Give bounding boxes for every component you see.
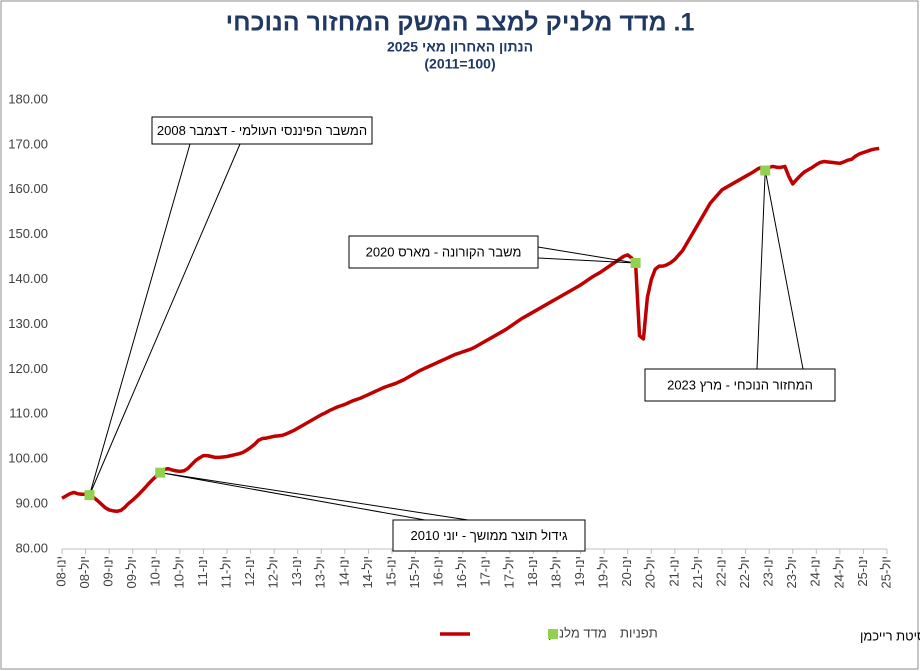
y-tick-label: 170.00 xyxy=(8,136,48,151)
y-tick-label: 160.00 xyxy=(8,181,48,196)
turning-point xyxy=(630,257,641,268)
x-tick-label: ינו-23 xyxy=(761,556,776,587)
x-tick-label: ינו-08 xyxy=(53,556,68,587)
callout-box xyxy=(392,519,586,552)
x-tick-label: ינו-15 xyxy=(383,556,398,587)
y-tick-label: 130.00 xyxy=(8,316,48,331)
x-tick-label: יול-08 xyxy=(77,556,92,588)
legend-label: מדד מלניק xyxy=(548,625,607,640)
x-tick-label: ינו-25 xyxy=(855,556,870,587)
x-tick-label: יול-13 xyxy=(313,556,328,588)
y-tick-label: 110.00 xyxy=(9,406,48,421)
x-tick-label: יול-23 xyxy=(784,556,799,588)
data-line xyxy=(61,146,880,514)
y-tick-label: 150.00 xyxy=(8,226,48,241)
x-tick-label: יול-19 xyxy=(596,556,611,588)
callout-text: משבר הקורונה - מארס 2020 xyxy=(366,244,522,259)
x-tick-label: ינו-14 xyxy=(336,556,351,587)
chart-title: 1. מדד מלניק למצב המשק המחזור הנוכחי xyxy=(226,9,695,37)
y-tick-label: 180.00 xyxy=(8,91,48,106)
x-tick-label: יול-18 xyxy=(548,556,563,588)
chart-subtitle: הנתון האחרון מאי 2025 xyxy=(387,39,533,55)
legend-label: תפניות xyxy=(620,625,658,640)
x-tick-label: יול-21 xyxy=(690,556,705,588)
x-tick-label: ינו-24 xyxy=(808,556,823,587)
turning-point xyxy=(155,467,166,478)
x-tick-label: ינו-22 xyxy=(713,556,728,587)
x-tick-label: ינו-20 xyxy=(619,556,634,587)
y-tick-label: 100.00 xyxy=(8,451,48,466)
x-tick-label: יול-16 xyxy=(454,556,469,588)
callout-box xyxy=(644,368,836,402)
y-tick-label: 90.00 xyxy=(15,496,48,511)
callout-box xyxy=(348,235,539,269)
x-tick-label: ינו-19 xyxy=(572,556,587,587)
x-tick-label: ינו-12 xyxy=(242,556,257,587)
x-tick-label: ינו-16 xyxy=(431,556,446,587)
x-tick-label: ינו-18 xyxy=(525,556,540,587)
x-tick-label: יול-15 xyxy=(407,556,422,588)
x-tick-label: ינו-13 xyxy=(289,556,304,587)
callout-text: המחזור הנוכחי - מרץ 2023 xyxy=(667,377,813,392)
legend-swatch xyxy=(548,629,558,639)
x-tick-label: יול-20 xyxy=(643,556,658,588)
x-tick-label: ינו-10 xyxy=(148,556,163,587)
turning-point xyxy=(760,165,771,176)
x-tick-label: יול-12 xyxy=(266,556,281,588)
callout-text: גידול תוצר ממושך - יוני 2010 xyxy=(411,528,568,543)
x-tick-label: ינו-17 xyxy=(478,556,493,587)
x-tick-label: יול-14 xyxy=(360,556,375,588)
callout-box xyxy=(151,116,373,145)
x-tick-label: יול-17 xyxy=(501,556,516,588)
y-tick-label: 120.00 xyxy=(8,361,48,376)
x-tick-label: יול-22 xyxy=(737,556,752,588)
x-tick-label: ינו-21 xyxy=(666,556,681,587)
callout-text: המשבר הפיננסי העולמי - דצמבר 2008 xyxy=(157,123,367,138)
x-tick-label: ינו-11 xyxy=(195,556,210,587)
x-tick-label: יול-09 xyxy=(124,556,139,588)
x-tick-label: יול-24 xyxy=(831,556,846,588)
x-tick-label: יול-25 xyxy=(878,556,893,588)
x-tick-label: ינו-09 xyxy=(101,556,116,587)
x-tick-label: יול-10 xyxy=(171,556,186,588)
turning-point xyxy=(84,490,95,501)
x-tick-label: יול-11 xyxy=(218,556,233,588)
y-tick-label: 140.00 xyxy=(8,271,48,286)
chart-subtitle: (100=2011) xyxy=(424,56,495,72)
y-tick-label: 80.00 xyxy=(15,540,48,555)
source-note: פרופ' רפי מלניק, אוניברסיטת רייכמן xyxy=(860,628,920,643)
